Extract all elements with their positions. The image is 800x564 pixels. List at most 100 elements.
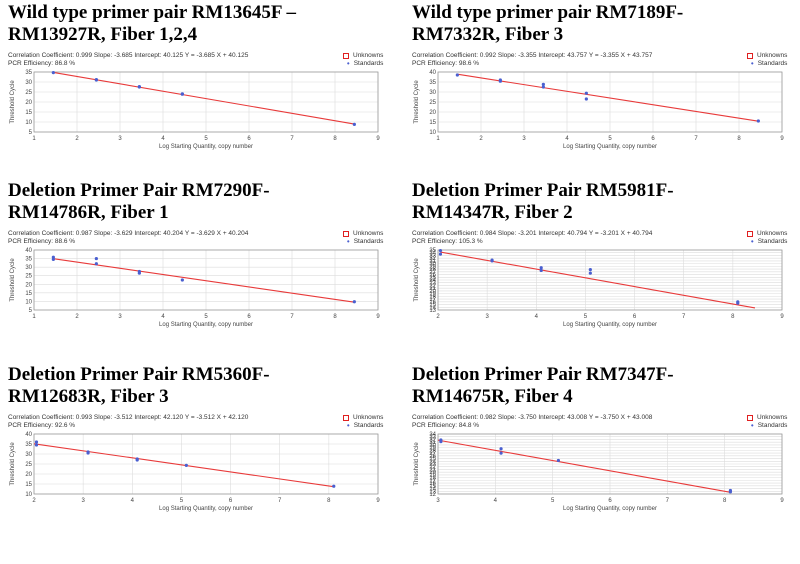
- y-tick-label: 20: [25, 472, 32, 478]
- x-tick-label: 6: [633, 314, 637, 320]
- regression-equation: Correlation Coefficient: 0.993 Slope: -3…: [8, 414, 249, 421]
- x-tick-label: 9: [376, 136, 380, 142]
- standard-data-point: [539, 266, 543, 270]
- y-tick-label: 17: [429, 478, 436, 484]
- standard-data-point: [439, 440, 443, 444]
- plot-frame: [33, 71, 379, 133]
- y-tick-label: 26: [429, 273, 436, 279]
- standard-data-point: [332, 484, 336, 488]
- x-tick-label: 7: [694, 136, 698, 142]
- y-tick-label: 19: [429, 473, 436, 479]
- x-tick-label: 6: [247, 314, 251, 320]
- standard-data-point: [51, 255, 55, 259]
- x-tick-label: 5: [204, 136, 208, 142]
- standard-data-point: [86, 451, 90, 455]
- plot-frame: [33, 433, 379, 495]
- legend-unknowns-label: Unknowns: [353, 414, 384, 421]
- unknowns-marker-icon: [747, 231, 753, 237]
- y-axis-label: Threshold Cycle: [414, 80, 420, 124]
- y-tick-label: 5: [29, 308, 33, 314]
- x-tick-label: 2: [479, 136, 483, 142]
- standard-data-point: [94, 256, 98, 261]
- pcr-efficiency: PCR Efficiency: 92.6 %: [8, 422, 76, 429]
- standard-data-point: [498, 79, 502, 83]
- legend-unknowns-label: Unknowns: [757, 414, 788, 421]
- x-tick-label: 5: [204, 314, 208, 320]
- y-tick-label: 26: [429, 454, 436, 460]
- y-tick-label: 30: [429, 90, 436, 96]
- unknowns-marker-icon: [747, 53, 753, 59]
- y-tick-label: 24: [429, 459, 436, 465]
- regression-equation: Correlation Coefficient: 0.992 Slope: -3…: [412, 52, 653, 59]
- standard-data-point: [541, 85, 545, 89]
- standard-data-point: [584, 91, 588, 95]
- y-tick-label: 10: [429, 130, 436, 136]
- y-tick-label: 35: [25, 70, 32, 76]
- y-tick-label: 20: [429, 289, 436, 295]
- standard-data-point: [184, 463, 188, 467]
- standards-marker-icon: •: [750, 59, 754, 68]
- regression-stats: Correlation Coefficient: 0.999 Slope: -3…: [8, 52, 248, 68]
- x-tick-label: 9: [780, 314, 784, 320]
- y-tick-label: 31: [429, 259, 436, 265]
- chart-title: Deletion Primer Pair RM7290F- RM14786R, …: [8, 180, 270, 223]
- chart-panel-6: Deletion Primer Pair RM7347F- RM14675R, …: [412, 364, 800, 550]
- x-tick-label: 1: [32, 136, 36, 142]
- x-axis-label: Log Starting Quantity, copy number: [563, 506, 657, 512]
- y-tick-label: 34: [429, 251, 436, 257]
- standard-data-point: [736, 301, 740, 305]
- y-tick-label: 5: [29, 130, 33, 136]
- unknowns-marker-icon: [343, 231, 349, 237]
- y-axis-label: Threshold Cycle: [414, 442, 420, 486]
- standard-data-point: [588, 271, 592, 275]
- y-tick-label: 35: [429, 80, 436, 86]
- x-tick-label: 4: [161, 314, 165, 320]
- chart-legend: Unknowns • Standards: [343, 230, 383, 246]
- legend-unknowns-label: Unknowns: [757, 230, 788, 237]
- standard-data-point: [94, 262, 98, 266]
- y-tick-label: 25: [429, 275, 436, 281]
- y-tick-label: 15: [25, 110, 32, 116]
- plot-frame: [33, 249, 379, 311]
- standards-marker-icon: •: [346, 237, 350, 246]
- standard-data-point: [352, 300, 356, 304]
- x-tick-label: 6: [229, 498, 233, 504]
- legend-standards-label: Standards: [353, 422, 384, 429]
- chart-legend: Unknowns • Standards: [747, 230, 787, 246]
- legend-standards-label: Standards: [353, 60, 384, 67]
- x-tick-label: 4: [535, 314, 539, 320]
- y-tick-label: 40: [25, 432, 32, 438]
- legend-standards-label: Standards: [757, 422, 788, 429]
- regression-stats: Correlation Coefficient: 0.982 Slope: -3…: [412, 414, 652, 430]
- x-tick-label: 8: [723, 498, 727, 504]
- standard-data-point: [499, 451, 503, 455]
- y-tick-label: 20: [429, 470, 436, 476]
- x-tick-label: 8: [731, 314, 735, 320]
- x-tick-label: 8: [333, 136, 337, 142]
- regression-stats: Correlation Coefficient: 0.993 Slope: -3…: [8, 414, 248, 430]
- y-tick-label: 25: [429, 100, 436, 106]
- legend-unknowns-label: Unknowns: [353, 52, 384, 59]
- standard-data-point: [438, 252, 443, 256]
- y-tick-label: 31: [429, 440, 436, 446]
- y-tick-label: 17: [429, 297, 436, 303]
- standard-data-point: [34, 440, 39, 444]
- y-tick-label: 23: [429, 281, 436, 287]
- pcr-efficiency: PCR Efficiency: 88.6 %: [8, 238, 76, 245]
- x-tick-label: 3: [81, 498, 85, 504]
- chart-panel-2: Wild type primer pair RM7189F- RM7332R, …: [412, 2, 800, 188]
- chart-legend: Unknowns • Standards: [747, 414, 787, 430]
- y-tick-label: 35: [25, 442, 32, 448]
- y-tick-label: 30: [25, 452, 32, 458]
- chart-title: Deletion Primer Pair RM5981F- RM14347R, …: [412, 180, 674, 223]
- regression-stats: Correlation Coefficient: 0.992 Slope: -3…: [412, 52, 652, 68]
- chart-panel-4: Deletion Primer Pair RM5981F- RM14347R, …: [412, 180, 800, 366]
- qpcr-standard-curve-plot: 10 15 20 25 30 35 40 1 2 3 4 5 6 7 8 9 Log Starting Quan…: [414, 70, 784, 150]
- standard-data-point: [135, 458, 139, 462]
- y-tick-label: 25: [25, 274, 32, 280]
- y-axis-label: Threshold Cycle: [10, 258, 16, 302]
- legend-standards-label: Standards: [757, 60, 788, 67]
- chart-panel-5: Deletion Primer Pair RM5360F- RM12683R, …: [8, 364, 398, 550]
- chart-title: Deletion Primer Pair RM7347F- RM14675R, …: [412, 364, 674, 407]
- y-axis-label: Threshold Cycle: [10, 80, 16, 124]
